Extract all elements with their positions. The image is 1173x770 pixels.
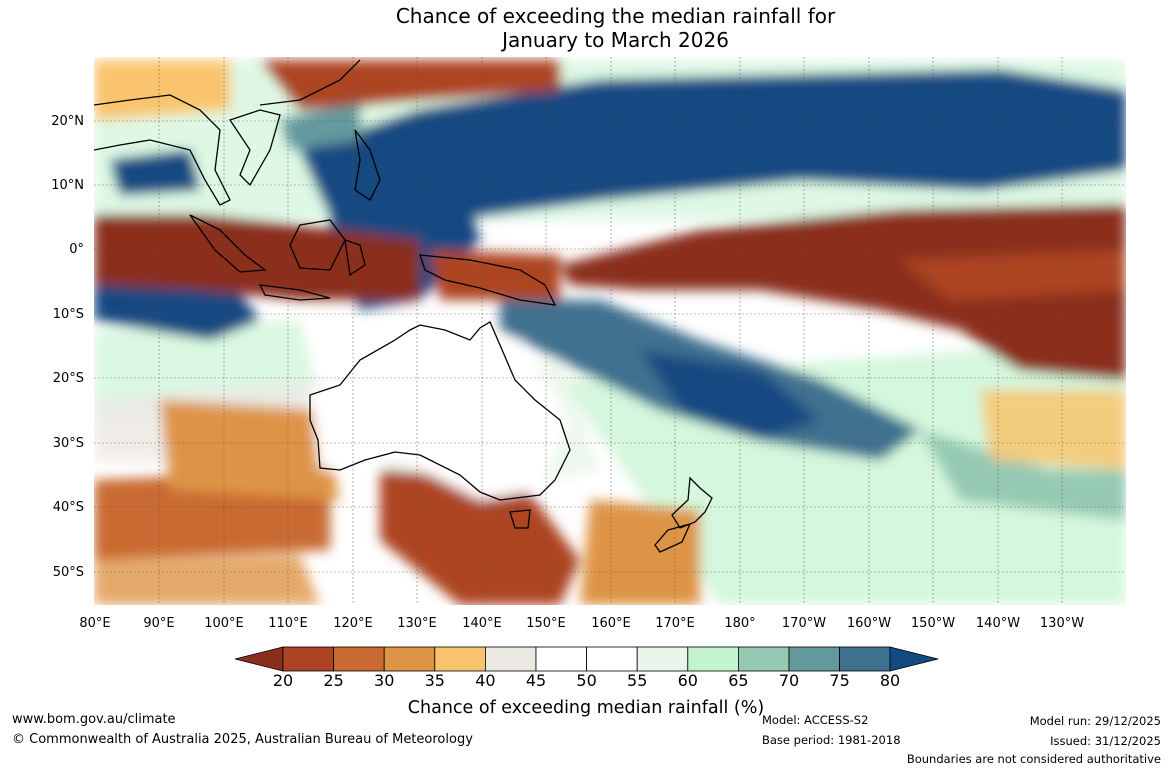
map-title: Chance of exceeding the median rainfall … [395, 4, 836, 28]
lon-label: 150°W [911, 616, 955, 631]
lon-label: 140°E [462, 616, 502, 631]
lon-label: 90°E [143, 616, 174, 631]
map-subtitle: January to March 2026 [502, 28, 729, 52]
colorbar-segment [282, 646, 334, 672]
colorbar-tick: 70 [779, 671, 799, 690]
lat-label: 40°S [53, 500, 84, 515]
issued-date: Issued: 31/12/2025 [1050, 734, 1161, 748]
lat-label: 50°S [53, 565, 84, 580]
longitude-labels: 80°E 90°E 100°E 110°E 120°E 130°E 140°E … [79, 616, 1084, 631]
lon-label: 160°W [847, 616, 891, 631]
colorbar-segment [738, 646, 790, 672]
colorbar-tick: 35 [425, 671, 445, 690]
lon-label: 170°E [655, 616, 695, 631]
copyright-notice: © Commonwealth of Australia 2025, Austra… [12, 732, 473, 747]
lat-label: 0° [69, 242, 84, 257]
colorbar-segment [839, 646, 891, 672]
model-run-date: Model run: 29/12/2025 [1029, 714, 1161, 728]
colorbar-low-arrow [234, 646, 284, 672]
lon-label: 150°E [526, 616, 566, 631]
lat-label: 20°N [51, 114, 84, 129]
colorbar-tick: 65 [728, 671, 748, 690]
lon-label: 130°W [1040, 616, 1084, 631]
lon-label: 170°W [782, 616, 826, 631]
colorbar-tick: 80 [880, 671, 900, 690]
colorbar-tick: 45 [526, 671, 546, 690]
base-period: Base period: 1981-2018 [762, 733, 901, 747]
boundary-disclaimer: Boundaries are not considered authoritat… [906, 752, 1161, 766]
colorbar-segment [788, 646, 840, 672]
coastlines [94, 59, 713, 553]
lat-label: 20°S [53, 371, 84, 386]
model-name: Model: ACCESS-S2 [762, 713, 869, 727]
colorbar-segment [383, 646, 436, 672]
colorbar-tick: 75 [829, 671, 849, 690]
colorbar: 20 25 30 35 40 45 50 55 60 65 70 75 80 C… [234, 646, 939, 718]
lon-label: 180° [724, 616, 755, 631]
lat-label: 30°S [53, 436, 84, 451]
colorbar-tick: 50 [576, 671, 596, 690]
lon-label: 120°E [333, 616, 373, 631]
rainfall-probability-field [94, 57, 1126, 605]
lon-label: 130°E [397, 616, 437, 631]
colorbar-high-arrow [889, 646, 939, 672]
gridlines [94, 57, 1126, 605]
lat-label: 10°S [53, 307, 84, 322]
colorbar-segment [484, 646, 537, 672]
colorbar-tick: 30 [374, 671, 394, 690]
lon-label: 140°W [976, 616, 1020, 631]
lon-label: 110°E [268, 616, 308, 631]
latitude-labels: 20°N 10°N 0° 10°S 20°S 30°S 40°S 50°S [51, 114, 84, 580]
colorbar-label: Chance of exceeding median rainfall (%) [408, 698, 764, 718]
colorbar-tick: 25 [323, 671, 343, 690]
lon-label: 100°E [204, 616, 244, 631]
lon-label: 80°E [79, 616, 110, 631]
colorbar-segment [586, 646, 638, 672]
colorbar-segment [636, 646, 689, 672]
colorbar-tick: 60 [678, 671, 698, 690]
lon-label: 160°E [591, 616, 631, 631]
lat-label: 10°N [51, 178, 84, 193]
colorbar-segment [333, 646, 385, 672]
colorbar-tick: 55 [627, 671, 647, 690]
colorbar-tick: 40 [475, 671, 495, 690]
colorbar-tick: 20 [273, 671, 293, 690]
colorbar-segment [535, 646, 587, 672]
colorbar-segment [434, 646, 486, 672]
colorbar-segment [687, 646, 739, 672]
website-link[interactable]: www.bom.gov.au/climate [12, 712, 176, 727]
